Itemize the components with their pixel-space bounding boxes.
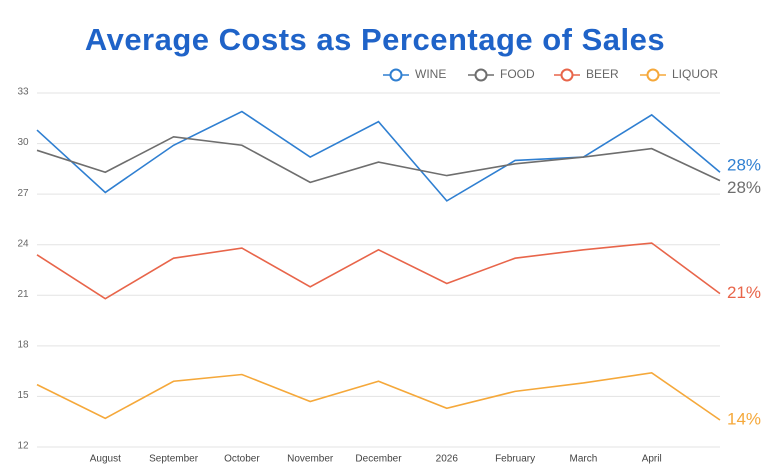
legend-label: LIQUOR (672, 67, 718, 81)
y-tick-label: 15 (17, 390, 29, 401)
x-tick-label: August (90, 454, 121, 465)
value-label: 28% (727, 178, 761, 197)
x-tick-label: October (224, 454, 260, 465)
value-label: 14% (727, 410, 761, 429)
x-tick-label: February (495, 454, 535, 465)
line (36, 136, 721, 184)
y-tick-label: 21 (17, 289, 29, 300)
legend-marker (474, 68, 488, 82)
y-tick-label: 27 (17, 188, 29, 199)
x-tick-label: 2026 (436, 454, 459, 465)
legend-marker (389, 68, 403, 82)
y-tick-label: 12 (17, 441, 29, 452)
value-label: 21% (727, 283, 761, 302)
x-tick-label: March (570, 454, 598, 465)
line (36, 242, 721, 300)
line (36, 371, 721, 421)
legend-marker (560, 68, 574, 82)
x-tick-label: December (355, 454, 402, 465)
line (36, 110, 721, 202)
y-tick-label: 24 (17, 238, 29, 249)
y-tick-label: 18 (17, 339, 29, 350)
legend-label: WINE (415, 67, 446, 81)
x-tick-label: November (287, 454, 334, 465)
value-label: 28% (727, 156, 761, 175)
y-tick-label: 30 (17, 137, 29, 148)
x-tick-label: September (149, 454, 199, 465)
legend-marker (646, 68, 660, 82)
x-tick-label: April (642, 454, 662, 465)
legend-label: BEER (586, 67, 619, 81)
legend-label: FOOD (500, 67, 535, 81)
y-tick-label: 33 (17, 87, 29, 98)
chart-title: Average Costs as Percentage of Sales (85, 22, 665, 57)
